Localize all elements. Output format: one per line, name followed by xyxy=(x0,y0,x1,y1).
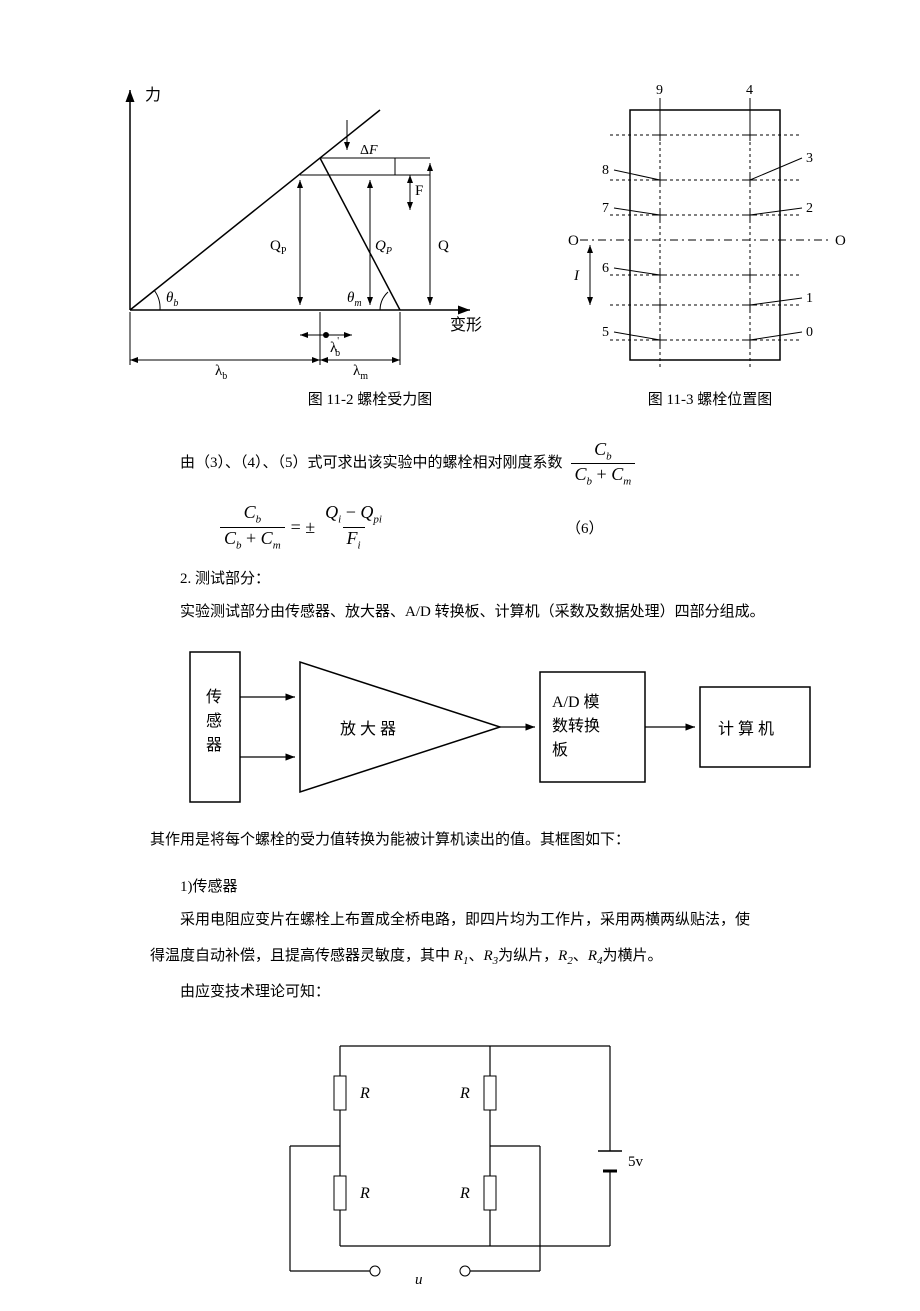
svg-text:R: R xyxy=(359,1085,370,1102)
svg-text:QP: QP xyxy=(270,238,287,257)
caption-11-2: 图 11-2 螺栓受力图 xyxy=(190,388,550,409)
battery-label: 5v xyxy=(628,1154,644,1170)
svg-text:F: F xyxy=(415,183,423,199)
caption-row: 图 11-2 螺栓受力图 图 11-3 螺栓位置图 xyxy=(70,388,850,409)
svg-text:放 大 器: 放 大 器 xyxy=(340,720,396,738)
svg-text:传感器: 传感器 xyxy=(206,688,222,754)
sensor-heading: 1)传感器 xyxy=(180,874,850,901)
svg-text:Q: Q xyxy=(438,238,449,254)
sensor-p1: 采用电阻应变片在螺栓上布置成全桥电路，即四片均为工作片，采用两横两纵贴法，使 xyxy=(180,907,850,934)
after-block-text: 其作用是将每个螺栓的受力值转换为能被计算机读出的值。其框图如下： xyxy=(150,827,850,854)
bridge-circuit: 5v u R R R R xyxy=(250,1026,850,1291)
sec2-title: 2. 测试部分： xyxy=(180,566,850,593)
svg-text:θm: θm xyxy=(347,290,362,309)
sensor-p3: 由应变技术理论可知： xyxy=(180,979,850,1006)
svg-text:R: R xyxy=(459,1185,470,1202)
svg-text:θb: θb xyxy=(166,290,178,309)
x-axis-label: 变形 xyxy=(450,316,482,334)
svg-text:R: R xyxy=(459,1085,470,1102)
sec2-body: 实验测试部分由传感器、放大器、A/D 转换板、计算机（采数及数据处理）四部分组成… xyxy=(180,599,850,626)
svg-text:2: 2 xyxy=(806,201,813,216)
svg-text:9: 9 xyxy=(656,83,663,98)
eq-number-6: （6） xyxy=(566,517,604,538)
svg-text:5: 5 xyxy=(602,325,609,340)
O-right: O xyxy=(835,233,846,249)
svg-text:QP: QP xyxy=(375,238,392,257)
figures-row: 力 变形 xyxy=(70,80,850,380)
svg-text:I: I xyxy=(573,268,580,284)
svg-text:A/D 模数转换板: A/D 模数转换板 xyxy=(552,693,600,759)
page: 力 变形 xyxy=(0,0,920,1311)
equation-6: Cb Cb + Cm = ± Qi − Qpi Fi （6） xyxy=(220,502,850,551)
caption-11-3: 图 11-3 螺栓位置图 xyxy=(570,388,850,409)
svg-text:6: 6 xyxy=(602,261,609,276)
svg-text:ΔF: ΔF xyxy=(360,143,378,158)
inline-fraction: Cb Cb + Cm xyxy=(571,439,636,488)
svg-text:3: 3 xyxy=(806,151,813,166)
svg-text:λb: λb xyxy=(215,363,227,380)
svg-text:7: 7 xyxy=(602,201,609,216)
para1-text: 由（3）、（4）、（5）式可求出该实验中的螺栓相对刚度系数 xyxy=(180,450,563,477)
figure-11-3: O O xyxy=(550,80,850,380)
figure-11-2: 力 变形 xyxy=(70,80,490,380)
sensor-p2: 得温度自动补偿，且提高传感器灵敏度，其中 R1、R3为纵片，R2、R4为横片。 xyxy=(150,940,850,973)
output-u: u xyxy=(415,1272,423,1286)
svg-text:λm: λm xyxy=(353,363,368,380)
paragraph-1: 由（3）、（4）、（5）式可求出该实验中的螺栓相对刚度系数 Cb Cb + Cm xyxy=(180,439,850,488)
svg-text:R: R xyxy=(359,1185,370,1202)
svg-text:计 算 机: 计 算 机 xyxy=(718,719,774,738)
O-left: O xyxy=(568,233,579,249)
svg-text:1: 1 xyxy=(806,291,813,306)
block-diagram: 传感器 放 大 器 A/D 模数转换板 计 算 机 xyxy=(180,642,850,817)
y-axis-label: 力 xyxy=(145,86,161,104)
svg-text:0: 0 xyxy=(806,325,813,340)
svg-text:8: 8 xyxy=(602,163,609,178)
svg-text:λ'b: λ'b xyxy=(330,336,340,359)
svg-text:4: 4 xyxy=(746,83,753,98)
